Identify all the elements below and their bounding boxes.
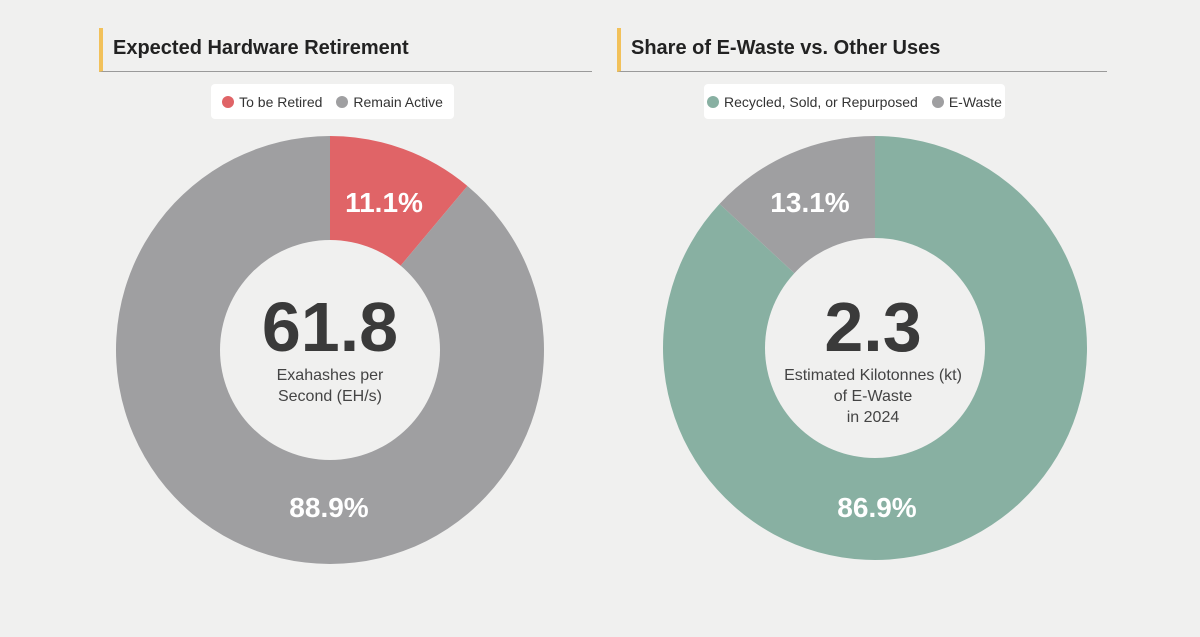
legend-swatch-recycled — [707, 95, 720, 108]
hardware-retirement-title-bar: Expected Hardware Retirement — [99, 28, 592, 72]
legend-item-to-be-retired: To be Retired — [222, 94, 322, 110]
slice-data-label: 11.1% — [345, 187, 423, 218]
hardware-retirement-panel: 11.1% 88.9% Expected Hardware Retirement … — [99, 28, 592, 564]
chart-legend: Recycled, Sold, or Repurposed E-Waste — [704, 84, 1005, 119]
legend-label: To be Retired — [239, 93, 323, 110]
center-label: Exahashes per Second (EH/s) — [276, 367, 384, 405]
slice-data-label: 86.9% — [837, 492, 916, 523]
donut-hole — [220, 240, 440, 460]
legend-swatch-retired — [222, 95, 235, 108]
legend-item-ewaste: E-Waste — [931, 93, 1002, 110]
chart-title: Expected Hardware Retirement — [113, 37, 409, 59]
donut-hole — [765, 238, 985, 458]
center-label: Estimated Kilotonnes (kt) of E-Waste in … — [784, 367, 962, 426]
legend-swatch-ewaste — [931, 95, 944, 108]
center-value: 61.8 — [261, 288, 399, 366]
legend-item-remain-active: Remain Active — [336, 93, 443, 110]
chart-legend: To be Retired Remain Active — [211, 84, 454, 119]
legend-label: E-Waste — [948, 93, 1002, 110]
legend-label: Remain Active — [353, 93, 443, 110]
legend-swatch-remain-active — [336, 95, 349, 108]
slice-data-label: 13.1% — [770, 187, 849, 218]
ewaste-share-donut: 86.9% 13.1% — [663, 136, 1088, 561]
legend-label: Recycled, Sold, or Repurposed — [724, 93, 918, 110]
chart-title: Share of E-Waste vs. Other Uses — [631, 37, 941, 59]
ewaste-share-panel: 86.9% 13.1% Share of E-Waste vs. Other Us… — [600, 0, 1200, 637]
legend-item-recycled: Recycled, Sold, or Repurposed — [707, 94, 918, 110]
slice-data-label: 88.9% — [289, 492, 368, 523]
center-value: 2.3 — [824, 288, 922, 366]
ewaste-share-title-bar: Share of E-Waste vs. Other Uses — [617, 28, 1107, 72]
hardware-retirement-donut: 11.1% 88.9% — [115, 136, 544, 564]
